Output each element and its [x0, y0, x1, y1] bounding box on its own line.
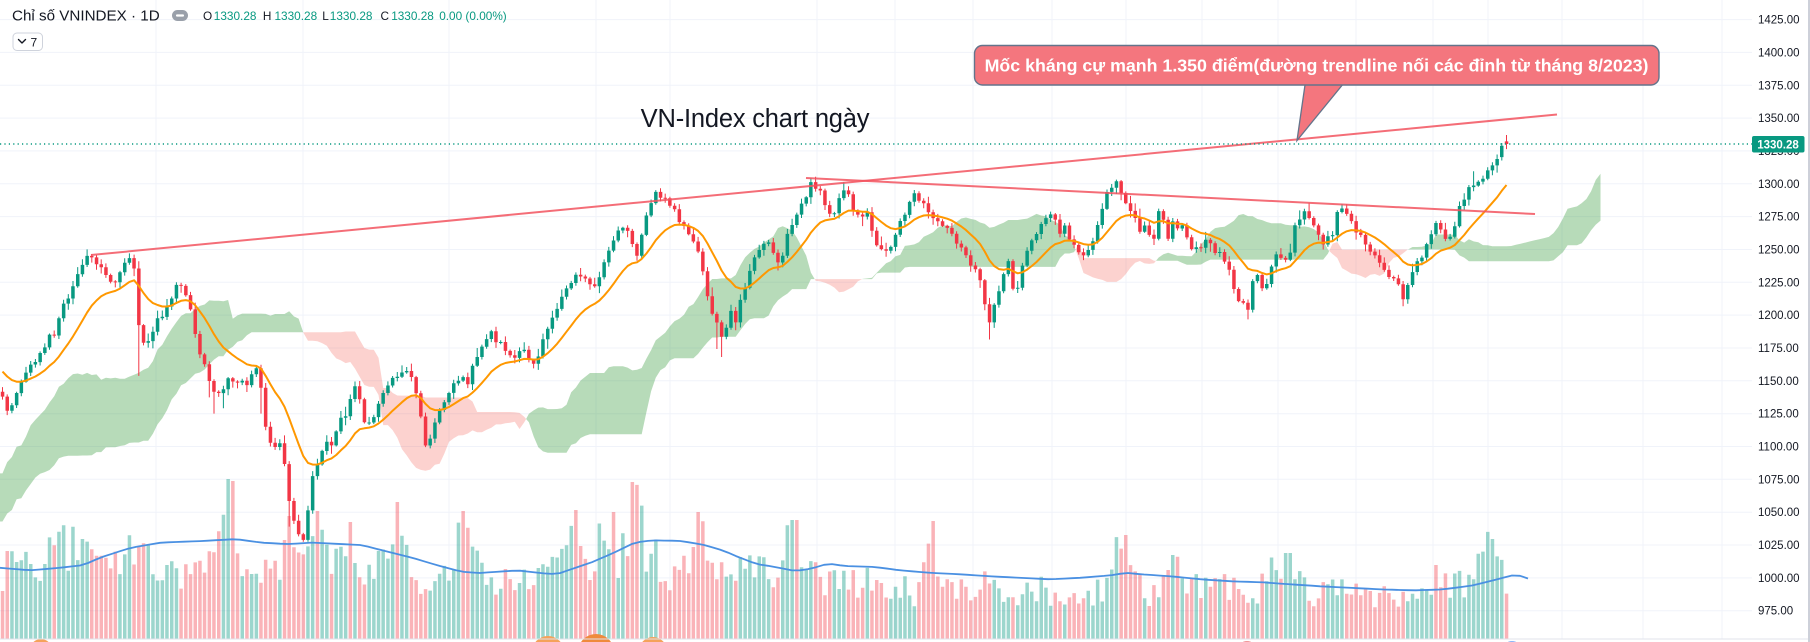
- svg-text:1375.00: 1375.00: [1758, 80, 1800, 92]
- svg-text:1425.00: 1425.00: [1758, 15, 1800, 27]
- svg-text:1350.00: 1350.00: [1758, 113, 1800, 125]
- svg-text:VN-Index chart ngày: VN-Index chart ngày: [641, 105, 870, 133]
- svg-text:1300.00: 1300.00: [1758, 179, 1800, 191]
- svg-text:C: C: [381, 9, 390, 23]
- svg-text:1330.28: 1330.28: [391, 9, 434, 23]
- svg-text:975.00: 975.00: [1758, 606, 1793, 618]
- svg-text:Mốc kháng cự mạnh 1.350 điểm(đ: Mốc kháng cự mạnh 1.350 điểm(đường trend…: [985, 56, 1649, 76]
- svg-text:7: 7: [31, 36, 38, 50]
- svg-text:1100.00: 1100.00: [1758, 442, 1799, 454]
- svg-text:1225.00: 1225.00: [1758, 277, 1800, 289]
- svg-text:L: L: [322, 9, 329, 23]
- svg-text:1050.00: 1050.00: [1758, 507, 1800, 519]
- svg-text:1075.00: 1075.00: [1758, 474, 1800, 486]
- svg-text:0.00 (0.00%): 0.00 (0.00%): [439, 9, 507, 23]
- svg-text:1330.28: 1330.28: [275, 9, 318, 23]
- svg-text:H: H: [263, 9, 272, 23]
- svg-text:1150.00: 1150.00: [1758, 376, 1799, 388]
- svg-text:1175.00: 1175.00: [1758, 343, 1799, 355]
- svg-text:1330.28: 1330.28: [1757, 139, 1799, 151]
- svg-text:1250.00: 1250.00: [1758, 245, 1800, 257]
- svg-text:1200.00: 1200.00: [1758, 310, 1800, 322]
- svg-text:1330.28: 1330.28: [330, 9, 373, 23]
- svg-text:1025.00: 1025.00: [1758, 540, 1800, 552]
- svg-text:1330.28: 1330.28: [214, 9, 257, 23]
- svg-text:Chỉ số VNINDEX · 1D: Chỉ số VNINDEX · 1D: [12, 8, 160, 25]
- svg-text:O: O: [203, 9, 212, 23]
- svg-text:1400.00: 1400.00: [1758, 47, 1800, 59]
- svg-text:1275.00: 1275.00: [1758, 212, 1800, 224]
- svg-text:1125.00: 1125.00: [1758, 409, 1799, 421]
- svg-text:1000.00: 1000.00: [1758, 573, 1800, 585]
